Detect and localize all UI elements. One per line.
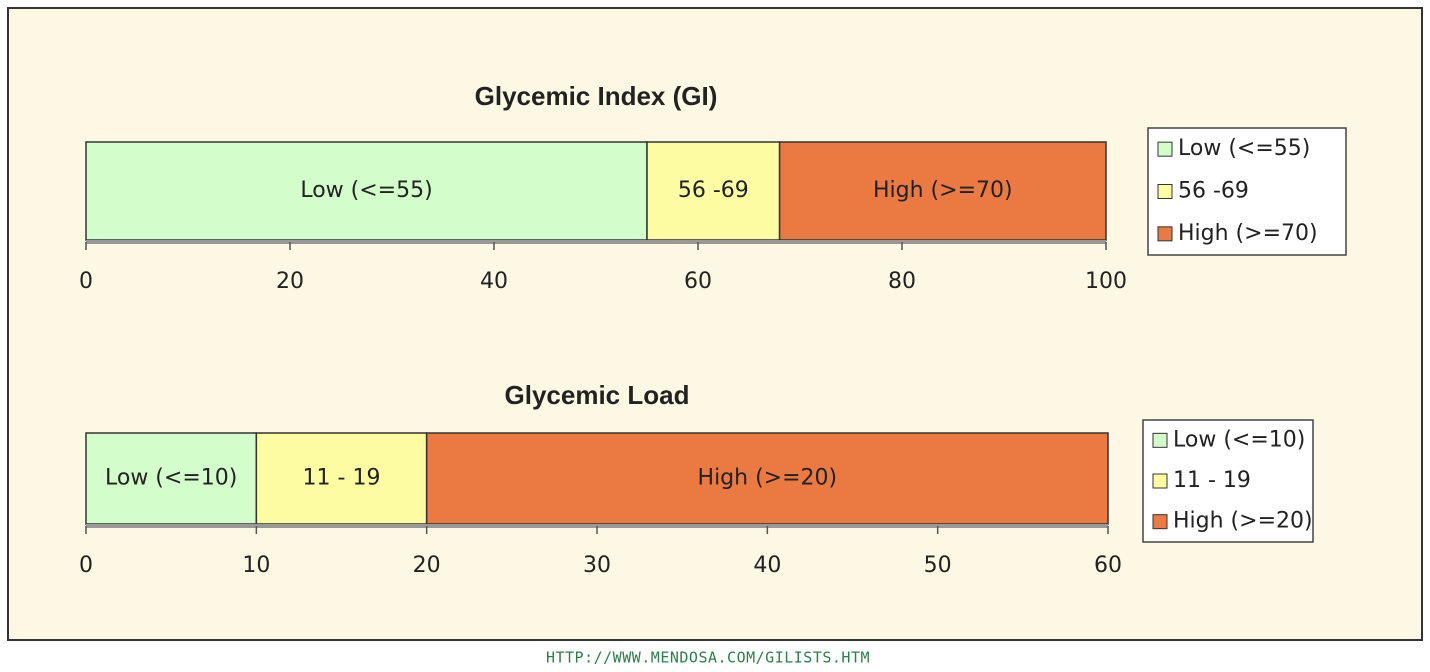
legend-label: Low (<=55)	[1178, 136, 1310, 161]
x-tick-label: 20	[276, 269, 304, 294]
x-tick-label: 0	[79, 269, 93, 294]
source-url: HTTP://WWW.MENDOSA.COM/GILISTS.HTM	[546, 649, 870, 667]
segment-label: High (>=70)	[873, 178, 1013, 203]
legend-label: 56 -69	[1178, 179, 1249, 204]
legend-swatch	[1157, 184, 1173, 199]
legend-swatch	[1157, 226, 1173, 242]
x-tick-label: 80	[888, 269, 916, 294]
bar-segment	[85, 141, 648, 241]
legend-label: High (>=70)	[1178, 221, 1318, 246]
legend-label: 11 - 19	[1173, 468, 1251, 493]
x-tick-label: 30	[583, 553, 611, 578]
x-tick-label: 10	[242, 553, 270, 578]
segment-label: Low (<=10)	[105, 466, 237, 491]
segment-label: 11 - 19	[303, 466, 381, 491]
legend-label: Low (<=10)	[1173, 427, 1305, 452]
segment-label: High (>=20)	[698, 466, 838, 491]
legend-label: High (>=20)	[1173, 509, 1313, 534]
bar-segment	[425, 432, 1109, 525]
x-tick-label: 40	[753, 553, 781, 578]
legend-swatch	[1157, 141, 1173, 157]
legend-box	[1147, 127, 1347, 256]
segment-label: 56 -69	[678, 178, 749, 203]
bar-segment	[778, 141, 1107, 241]
x-tick-label: 20	[413, 553, 441, 578]
x-tick-label: 60	[1094, 553, 1122, 578]
x-tick-label: 0	[79, 553, 93, 578]
legend-swatch	[1152, 514, 1168, 530]
x-tick-label: 50	[924, 553, 952, 578]
legend-box	[1142, 419, 1314, 543]
x-tick-label: 40	[480, 269, 508, 294]
legend-swatch	[1152, 473, 1168, 489]
chart-title: Glycemic Index (GI)	[475, 81, 718, 111]
chart-title: Glycemic Load	[505, 380, 690, 410]
x-tick-label: 100	[1085, 269, 1127, 294]
x-tick-label: 60	[684, 269, 712, 294]
bar-segment	[85, 432, 258, 525]
legend-swatch	[1152, 432, 1168, 448]
segment-label: Low (<=55)	[300, 178, 432, 203]
bar-segment	[646, 141, 781, 241]
